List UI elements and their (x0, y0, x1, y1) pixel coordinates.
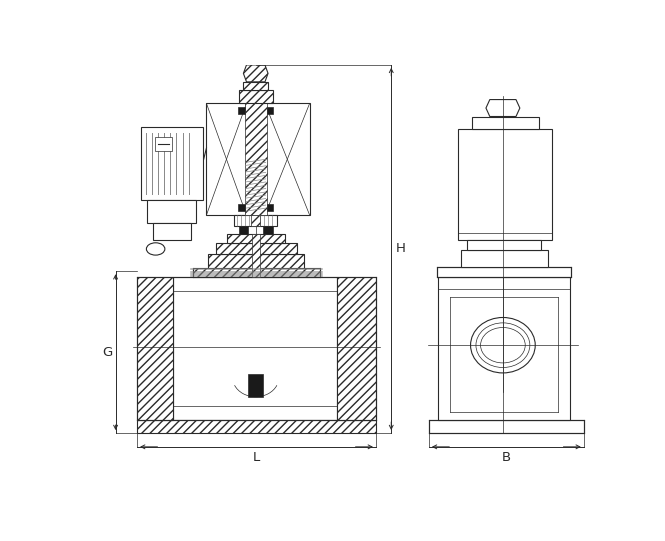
Bar (437, 267, 571, 278)
Bar (458, 129, 552, 241)
Bar (238, 204, 245, 211)
Bar (438, 278, 570, 420)
Bar (193, 268, 320, 278)
Ellipse shape (481, 327, 525, 363)
Bar (263, 226, 273, 234)
Ellipse shape (476, 323, 530, 367)
Ellipse shape (146, 243, 165, 255)
Bar (252, 234, 259, 278)
Bar (137, 420, 376, 433)
Ellipse shape (471, 318, 535, 373)
Bar (429, 420, 584, 433)
Bar (234, 215, 277, 226)
Text: L: L (253, 451, 260, 464)
Bar (152, 223, 191, 240)
Polygon shape (137, 278, 174, 420)
Bar (267, 204, 273, 211)
Bar (155, 137, 172, 151)
Text: G: G (102, 346, 112, 359)
Bar (248, 374, 263, 397)
Bar (243, 82, 268, 90)
Bar (239, 226, 248, 234)
Bar (239, 90, 273, 103)
Polygon shape (243, 65, 268, 82)
Polygon shape (337, 278, 376, 420)
Bar (467, 241, 541, 250)
Bar (472, 116, 539, 129)
Bar (245, 103, 267, 215)
Text: H: H (396, 242, 406, 255)
Bar (251, 215, 261, 226)
Bar (215, 243, 297, 254)
Bar (206, 103, 310, 215)
Text: B: B (502, 451, 511, 464)
Bar (141, 127, 203, 200)
Bar (208, 254, 305, 268)
Bar (147, 200, 196, 223)
Bar (461, 250, 549, 267)
Bar (227, 234, 285, 243)
Bar (174, 278, 337, 420)
Polygon shape (486, 100, 520, 116)
Bar (238, 107, 245, 114)
Bar (267, 107, 273, 114)
